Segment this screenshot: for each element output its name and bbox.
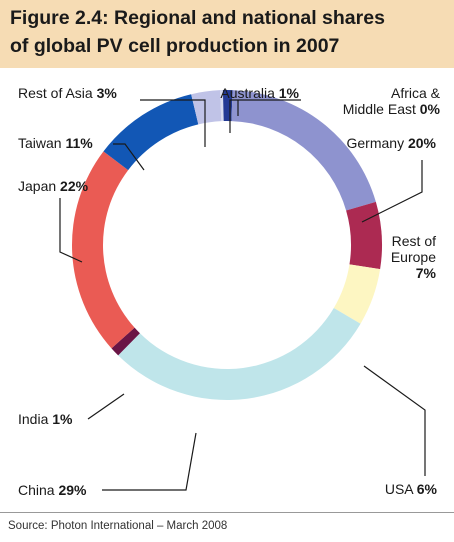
- slice-germany: [231, 90, 376, 211]
- label-rest-of-asia: Rest of Asia 3%: [18, 85, 117, 101]
- label-rest-of-europe: Rest of Europe 7%: [391, 233, 437, 281]
- slice-africa-middle-east: [219, 90, 224, 122]
- label-usa: USA 6%: [385, 481, 438, 497]
- source-divider: [0, 512, 454, 513]
- leader-line: [361, 160, 423, 223]
- leader-line: [363, 365, 426, 476]
- label-africa-middle-east: Africa & Middle East 0%: [343, 85, 441, 117]
- label-australia: Australia 1%: [220, 85, 299, 101]
- label-japan: Japan 22%: [18, 178, 89, 194]
- source-note: Source: Photon International – March 200…: [8, 520, 228, 532]
- chart-title: Figure 2.4: Regional and national shares…: [10, 7, 385, 57]
- leader-line: [87, 393, 125, 420]
- label-germany: Germany 20%: [347, 135, 437, 151]
- leader-line: [229, 99, 301, 133]
- slice-india: [111, 327, 140, 356]
- leader-line: [113, 143, 145, 171]
- slice-usa: [333, 264, 381, 324]
- slice-japan: [71, 151, 135, 349]
- donut-chart: Africa & Middle East 0% Australia 1% German…: [18, 85, 441, 498]
- slice-china: [118, 307, 361, 401]
- label-china: China 29%: [18, 482, 87, 498]
- leader-line: [140, 99, 206, 147]
- slice-rest-of-asia: [191, 90, 222, 125]
- leader-line: [59, 198, 83, 263]
- title-banner: Figure 2.4: Regional and national shares…: [0, 0, 454, 68]
- chart-area: Africa & Middle East 0% Australia 1% German…: [0, 68, 454, 512]
- label-taiwan: Taiwan 11%: [18, 135, 93, 151]
- slice-taiwan: [103, 94, 199, 171]
- label-india: India 1%: [18, 411, 73, 427]
- slice-rest-of-europe: [346, 201, 383, 270]
- leader-line: [102, 432, 197, 491]
